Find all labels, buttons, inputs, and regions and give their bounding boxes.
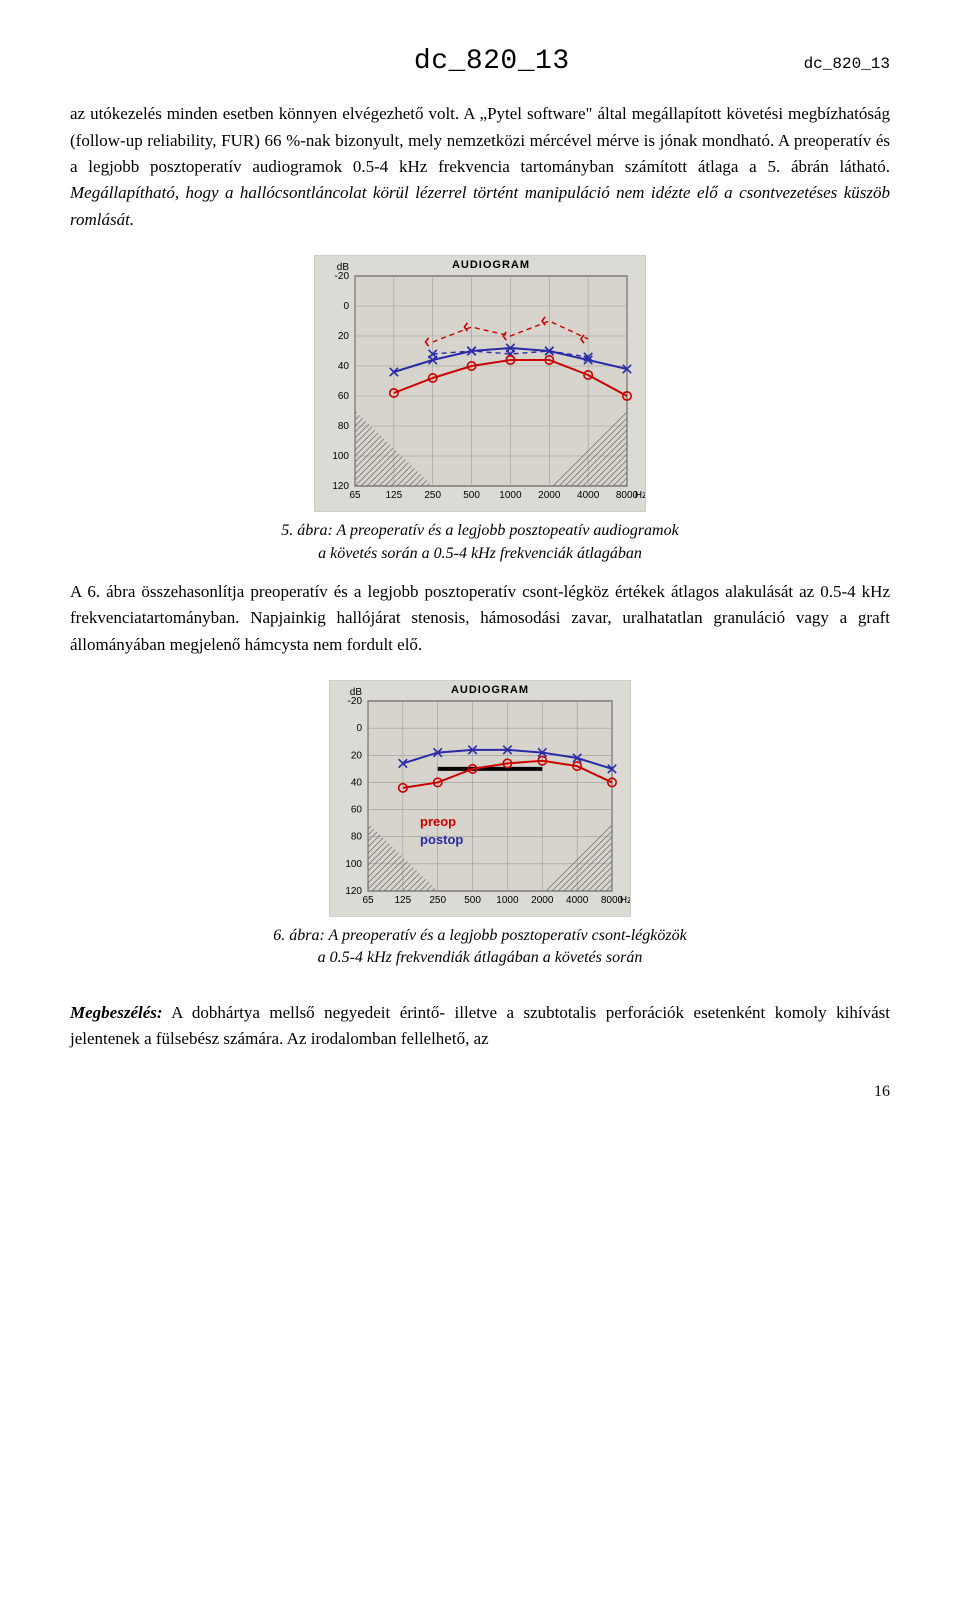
discussion-paragraph: Megbeszélés: A dobhártya mellső negyedei… bbox=[70, 1000, 890, 1053]
svg-text:120: 120 bbox=[332, 481, 349, 492]
svg-text:preop: preop bbox=[420, 814, 456, 829]
discussion-label: Megbeszélés: bbox=[70, 1003, 163, 1022]
svg-text:1000: 1000 bbox=[496, 895, 519, 906]
caption-5: 5. ábra: A preoperatív és a legjobb posz… bbox=[70, 520, 890, 565]
svg-text:Hz: Hz bbox=[620, 895, 630, 906]
svg-text:120: 120 bbox=[345, 886, 362, 897]
page-number: 16 bbox=[70, 1080, 890, 1105]
svg-text:dB: dB bbox=[337, 262, 350, 273]
svg-text:2000: 2000 bbox=[538, 490, 561, 501]
discussion-text: A dobhártya mellső negyedeit érintő- ill… bbox=[70, 1003, 890, 1048]
paragraph-1-italic: Megállapítható, hogy a hallócsontláncola… bbox=[70, 183, 890, 228]
svg-text:4000: 4000 bbox=[577, 490, 600, 501]
svg-text:60: 60 bbox=[338, 391, 350, 402]
svg-text:65: 65 bbox=[362, 895, 374, 906]
svg-text:65: 65 bbox=[349, 490, 361, 501]
page-header: dc_820_13 dc_820_13 bbox=[70, 40, 890, 83]
caption-6: 6. ábra: A preoperatív és a legjobb posz… bbox=[70, 925, 890, 970]
svg-text:AUDIOGRAM: AUDIOGRAM bbox=[452, 259, 530, 271]
svg-text:20: 20 bbox=[338, 331, 350, 342]
svg-text:AUDIOGRAM: AUDIOGRAM bbox=[451, 684, 529, 696]
paragraph-1: az utókezelés minden esetben könnyen elv… bbox=[70, 101, 890, 233]
svg-text:1000: 1000 bbox=[499, 490, 522, 501]
svg-text:40: 40 bbox=[351, 777, 363, 788]
paragraph-2: A 6. ábra összehasonlítja preoperatív és… bbox=[70, 579, 890, 658]
caption-6-line2: a 0.5-4 kHz frekvendiák átlagában a köve… bbox=[318, 949, 643, 966]
svg-text:100: 100 bbox=[345, 859, 362, 870]
svg-text:80: 80 bbox=[338, 421, 350, 432]
svg-text:0: 0 bbox=[356, 723, 362, 734]
svg-text:postop: postop bbox=[420, 832, 463, 847]
svg-text:4000: 4000 bbox=[566, 895, 589, 906]
header-right: dc_820_13 bbox=[804, 52, 890, 77]
caption-5-line1: 5. ábra: A preoperatív és a legjobb posz… bbox=[281, 522, 678, 539]
svg-text:80: 80 bbox=[351, 832, 363, 843]
svg-text:100: 100 bbox=[332, 451, 349, 462]
audiogram-chart-5: -20020406080100120dB65125250500100020004… bbox=[314, 255, 646, 512]
svg-text:2000: 2000 bbox=[531, 895, 554, 906]
paragraph-1-text: az utókezelés minden esetben könnyen elv… bbox=[70, 104, 890, 176]
svg-text:125: 125 bbox=[386, 490, 403, 501]
caption-5-line2: a követés során a 0.5-4 kHz frekvenciák … bbox=[318, 545, 642, 562]
svg-text:125: 125 bbox=[395, 895, 412, 906]
svg-text:dB: dB bbox=[350, 687, 363, 698]
svg-text:250: 250 bbox=[424, 490, 441, 501]
svg-text:250: 250 bbox=[429, 895, 446, 906]
svg-text:20: 20 bbox=[351, 750, 363, 761]
svg-text:500: 500 bbox=[464, 895, 481, 906]
svg-text:Hz: Hz bbox=[635, 490, 645, 501]
svg-text:40: 40 bbox=[338, 361, 350, 372]
svg-text:0: 0 bbox=[343, 301, 349, 312]
svg-text:500: 500 bbox=[463, 490, 480, 501]
svg-text:60: 60 bbox=[351, 804, 363, 815]
header-center: dc_820_13 bbox=[180, 40, 804, 83]
audiogram-chart-6: -20020406080100120dB65125250500100020004… bbox=[329, 680, 631, 917]
caption-6-line1: 6. ábra: A preoperatív és a legjobb posz… bbox=[273, 927, 686, 944]
